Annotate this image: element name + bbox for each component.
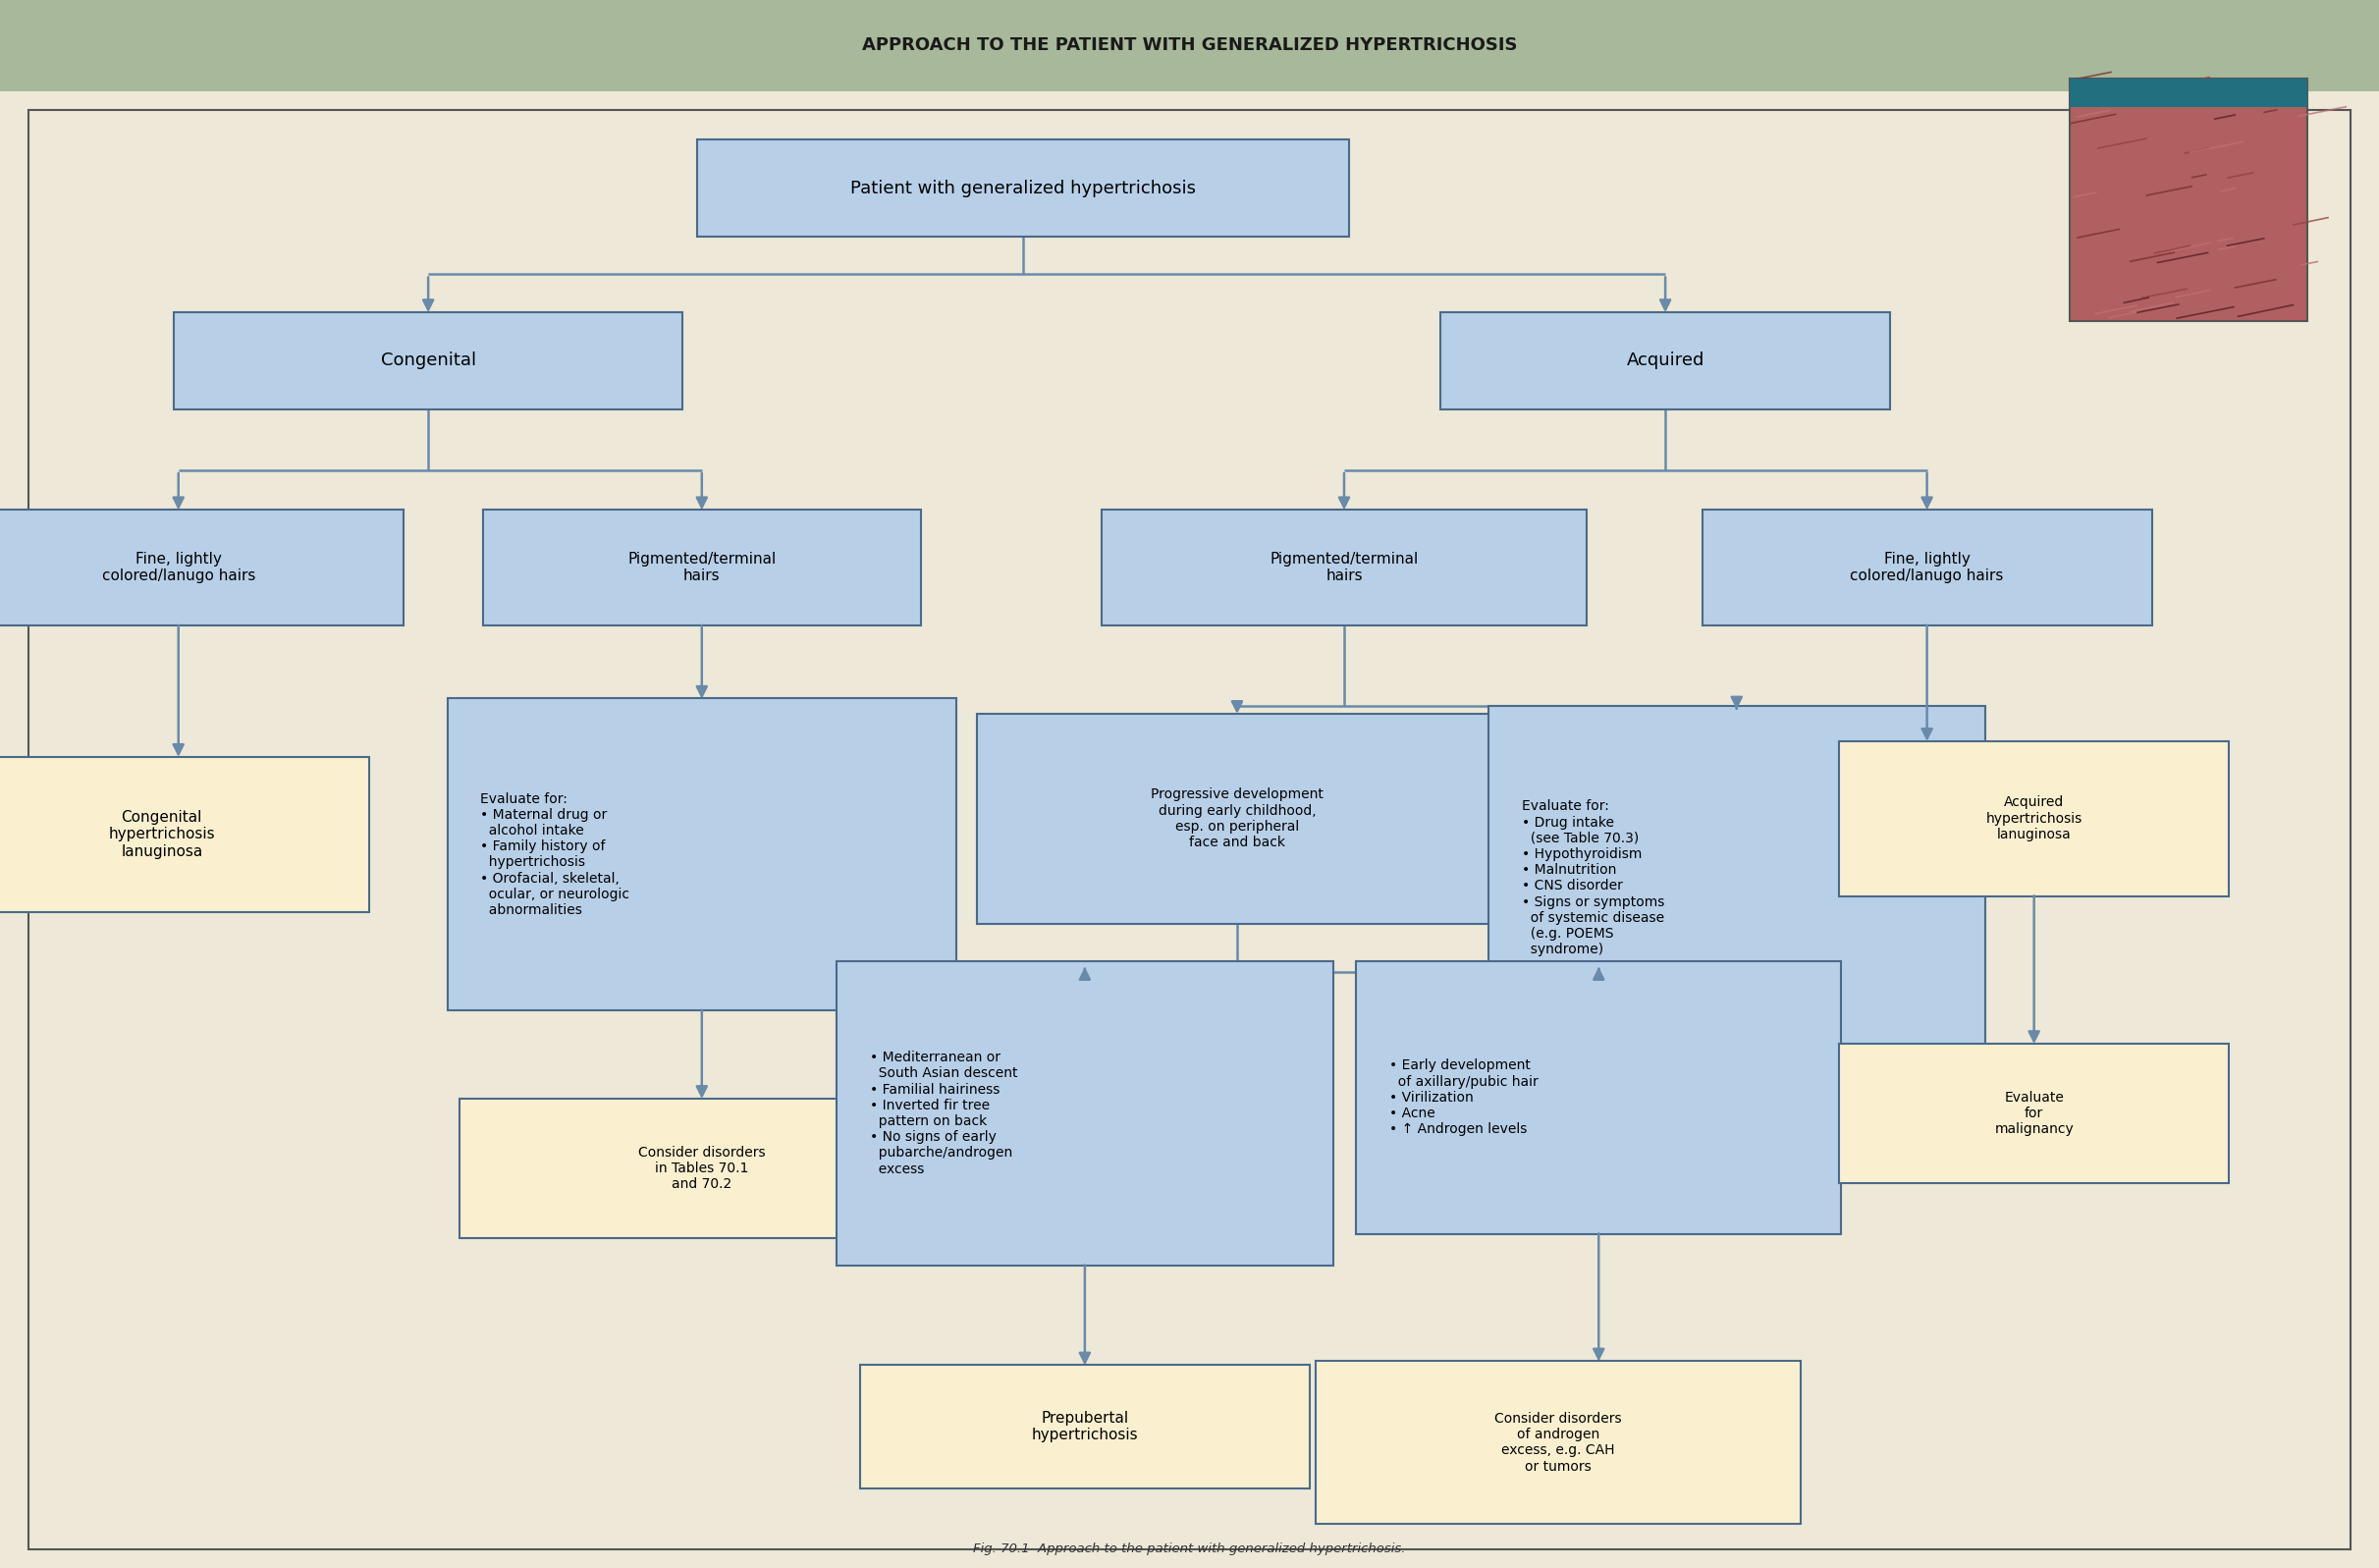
FancyBboxPatch shape [447, 699, 956, 1010]
FancyBboxPatch shape [1839, 742, 2229, 897]
FancyBboxPatch shape [459, 1098, 944, 1239]
Text: APPROACH TO THE PATIENT WITH GENERALIZED HYPERTRICHOSIS: APPROACH TO THE PATIENT WITH GENERALIZED… [861, 36, 1518, 55]
FancyBboxPatch shape [1839, 1044, 2229, 1184]
Text: Consider disorders
in Tables 70.1
and 70.2: Consider disorders in Tables 70.1 and 70… [638, 1145, 766, 1192]
FancyBboxPatch shape [1101, 510, 1587, 626]
FancyBboxPatch shape [697, 140, 1349, 237]
Text: Fine, lightly
colored/lanugo hairs: Fine, lightly colored/lanugo hairs [1851, 552, 2003, 583]
Text: Acquired
hypertrichosis
lanuginosa: Acquired hypertrichosis lanuginosa [1986, 795, 2082, 842]
Text: • Mediterranean or
  South Asian descent
• Familial hairiness
• Inverted fir tre: • Mediterranean or South Asian descent •… [871, 1051, 1018, 1176]
Text: Consider disorders
of androgen
excess, e.g. CAH
or tumors: Consider disorders of androgen excess, e… [1494, 1411, 1622, 1474]
Text: Evaluate
for
malignancy: Evaluate for malignancy [1994, 1090, 2074, 1137]
FancyBboxPatch shape [1356, 961, 1841, 1234]
Text: Pigmented/terminal
hairs: Pigmented/terminal hairs [1270, 552, 1418, 583]
Bar [2070, 78, 2308, 321]
FancyBboxPatch shape [1489, 706, 1984, 1051]
FancyBboxPatch shape [1703, 510, 2153, 626]
Text: Congenital: Congenital [381, 351, 476, 370]
FancyBboxPatch shape [0, 510, 402, 626]
Text: Evaluate for:
• Maternal drug or
  alcohol intake
• Family history of
  hypertri: Evaluate for: • Maternal drug or alcohol… [481, 792, 630, 917]
Text: Congenital
hypertrichosis
lanuginosa: Congenital hypertrichosis lanuginosa [109, 809, 214, 859]
Bar [0, 0, 2379, 91]
FancyBboxPatch shape [1316, 1361, 1801, 1524]
Text: Evaluate for:
• Drug intake
  (see Table 70.3)
• Hypothyroidism
• Malnutrition
•: Evaluate for: • Drug intake (see Table 7… [1523, 800, 1663, 956]
FancyBboxPatch shape [0, 756, 369, 913]
FancyBboxPatch shape [837, 961, 1332, 1265]
FancyBboxPatch shape [483, 510, 921, 626]
Text: Patient with generalized hypertrichosis: Patient with generalized hypertrichosis [849, 179, 1197, 198]
Bar [2070, 78, 2308, 107]
Text: Fig. 70.1  Approach to the patient with generalized hypertrichosis.: Fig. 70.1 Approach to the patient with g… [973, 1543, 1406, 1555]
FancyBboxPatch shape [978, 713, 1499, 924]
Text: Prepubertal
hypertrichosis: Prepubertal hypertrichosis [1032, 1411, 1137, 1443]
Text: Fine, lightly
colored/lanugo hairs: Fine, lightly colored/lanugo hairs [102, 552, 255, 583]
Text: • Early development
  of axillary/pubic hair
• Virilization
• Acne
• ↑ Androgen : • Early development of axillary/pubic ha… [1389, 1058, 1539, 1137]
FancyBboxPatch shape [1439, 312, 1889, 409]
Text: Pigmented/terminal
hairs: Pigmented/terminal hairs [628, 552, 776, 583]
Text: Progressive development
during early childhood,
esp. on peripheral
face and back: Progressive development during early chi… [1151, 787, 1323, 850]
FancyBboxPatch shape [861, 1364, 1308, 1490]
FancyBboxPatch shape [174, 312, 683, 409]
Text: Acquired: Acquired [1627, 351, 1703, 370]
